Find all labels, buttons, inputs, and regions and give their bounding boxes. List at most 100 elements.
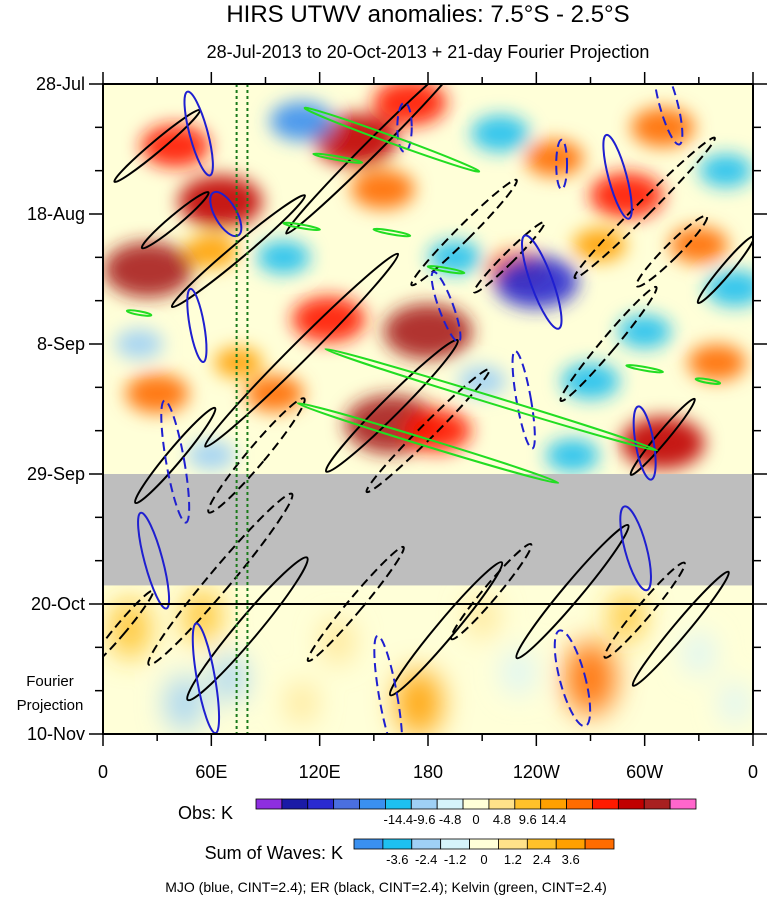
er-contour [147,492,294,666]
er-contour [103,589,155,668]
colorbar-swatch [643,798,671,810]
mjo-contour [555,138,569,191]
missing-data-band [103,474,753,586]
y-tick-label: 18-Aug [27,204,85,224]
colorbar-swatch [411,838,442,850]
colorbar-swatch [436,798,464,810]
colorbar-label: 9.6 [519,812,537,827]
colorbar-swatch [333,798,360,810]
er-contour [186,556,309,702]
y-tick-label: 10-Nov [27,724,85,744]
projection-patch [564,641,617,716]
colorbar-swatch [498,838,528,850]
footer-legend: MJO (blue, CINT=2.4); ER (black, CINT=2.… [165,879,607,895]
anomaly-patch [125,373,189,414]
chart-title: HIRS UTWV anomalies: 7.5°S - 2.5°S [226,1,629,28]
colorbar-swatch [488,798,516,810]
projection-patch [683,632,714,675]
waves-colorbar: -3.6 -2.4 -1.2 0 1.2 2.4 3.6 [353,838,615,867]
colorbar-swatch [555,838,586,850]
er-contour [629,397,696,476]
colorbar-label: -14.4 [384,812,414,827]
colorbar-swatch [469,838,499,850]
colorbar-swatch [359,798,386,810]
mjo-contour [520,234,563,330]
colorbar-swatch [353,838,384,850]
colorbar-swatch [526,838,557,850]
x-tick-label: 0 [748,762,758,782]
colorbar-swatch [462,798,490,810]
x-tick-label: 60W [626,762,663,782]
mjo-contour [511,349,536,450]
colorbar-swatch [540,798,567,810]
mjo-reference-lines [235,84,249,734]
er-contour [388,561,504,697]
anomaly-patch [178,175,263,228]
mjo-contour [553,629,592,728]
projection-patch [109,599,151,659]
y-tick-label: 20-Oct [31,594,85,614]
colorbar-label: 0 [472,812,479,827]
anomaly-patch [115,329,164,359]
anomaly-patch [494,255,579,309]
colorbar-swatch [255,798,283,810]
colorbar-swatch [307,798,335,810]
mjo-contour [209,190,243,238]
projection-patch [287,683,316,724]
colorbar-swatch [669,798,697,810]
wave-contours [103,84,753,734]
anomaly-patch [669,226,728,264]
x-tick-label: 0 [98,762,108,782]
colorbar-swatch [592,798,619,810]
mjo-contour [160,399,191,524]
anomaly-patch [458,366,507,397]
projection-label-line-2: Projection [17,697,84,714]
er-contour [696,235,753,305]
y-tick-label: 29-Sep [27,464,85,484]
er-contour [285,84,463,235]
colorbar-label: 2.4 [533,852,551,867]
er-contour [559,285,658,403]
er-contour [515,523,630,660]
colorbar-swatch [281,798,309,810]
colorbar-swatch [410,798,438,810]
anomaly-patch [525,140,584,177]
colorbar-label: -4.8 [439,812,461,827]
colorbar-swatch [566,798,593,810]
er-contour [631,570,730,687]
er-contour [450,542,533,641]
projection-patch [322,618,354,664]
anomaly-patch [373,84,447,126]
er-contour [170,194,306,309]
anomaly-patch [351,169,415,210]
er-contour [306,545,405,663]
kelvin-contour [372,227,412,238]
x-axis: 0 60E 120E 180 120W 60W 0 [98,72,758,782]
colorbar-swatch [514,798,542,810]
kelvin-contour [125,309,153,317]
colorbar-label: -3.6 [386,852,408,867]
projection-patch [467,595,498,638]
er-contour [204,252,400,448]
anomaly-patch [618,315,672,349]
x-tick-label: 60E [195,762,227,782]
projection-patch [502,649,534,695]
x-tick-label: 180 [413,762,443,782]
mjo-contour [652,84,684,146]
anomaly-patch [187,440,236,471]
chart-subtitle: 28-Jul-2013 to 20-Oct-2013 + 21-day Four… [207,42,650,62]
mjo-contour [186,287,208,364]
er-contour [573,136,716,280]
projection-patch [609,591,644,642]
anomaly-patch [545,438,600,473]
y-tick-label: 8-Sep [37,334,85,354]
colorbar-swatch [382,838,413,850]
projection-patch [165,675,204,731]
anomaly-patch [103,241,193,298]
mjo-contour [602,133,633,220]
x-tick-label: 120W [513,762,560,782]
er-contour [603,561,686,659]
projection-patch [720,683,749,724]
projection-patch [212,654,246,702]
